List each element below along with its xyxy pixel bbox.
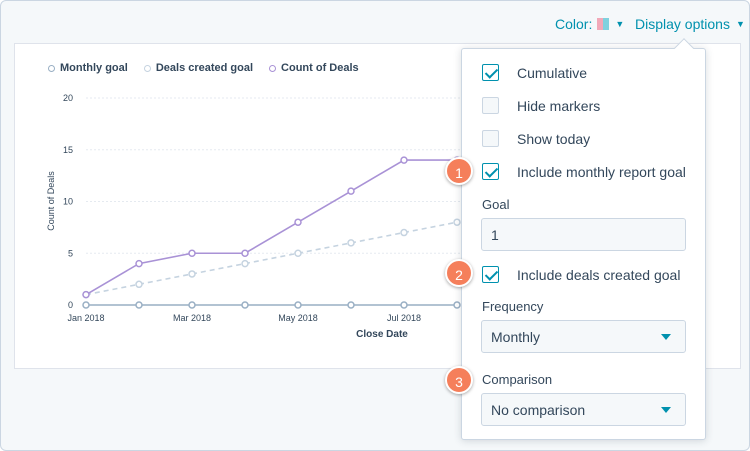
option-label: Show today: [517, 130, 591, 147]
legend-item-count-of-deals[interactable]: Count of Deals: [269, 62, 359, 74]
data-point: [241, 249, 249, 257]
option-cumulative[interactable]: Cumulative: [482, 64, 587, 81]
option-label: Include deals created goal: [517, 266, 681, 283]
data-point: [294, 249, 302, 257]
data-point: [241, 301, 249, 309]
caret-down-icon: [661, 407, 671, 413]
legend-item-monthly-goal[interactable]: Monthly goal: [48, 62, 128, 74]
frequency-select[interactable]: Monthly: [481, 320, 686, 353]
data-point: [188, 270, 196, 278]
callout-badge: 2: [445, 259, 473, 287]
comparison-value: No comparison: [491, 402, 586, 418]
data-point: [400, 228, 408, 237]
data-point: [241, 259, 249, 268]
data-point: [135, 280, 143, 289]
data-point: [453, 301, 461, 309]
series-line: [85, 159, 457, 296]
caret-down-icon: [661, 334, 671, 340]
checkbox-include-deals-goal[interactable]: [482, 266, 499, 283]
legend-label: Monthly goal: [60, 62, 128, 74]
option-include-deals-goal[interactable]: Include deals created goal: [482, 266, 680, 283]
option-hide-markers[interactable]: Hide markers: [482, 97, 600, 114]
y-tick-label: 0: [68, 300, 73, 310]
goal-label: Goal: [482, 197, 510, 212]
data-point: [347, 301, 355, 309]
goal-input[interactable]: 1: [481, 218, 686, 251]
data-point: [82, 290, 90, 299]
data-point: [188, 301, 196, 309]
color-swatch-icon: [597, 18, 610, 30]
legend-marker-icon: [143, 64, 151, 72]
legend-item-deals-created-goal[interactable]: Deals created goal: [143, 62, 254, 74]
option-show-today[interactable]: Show today: [482, 130, 590, 147]
chart-legend: Monthly goal Deals created goal Count of…: [48, 62, 359, 74]
checkbox-include-monthly-goal[interactable]: [482, 163, 499, 180]
checkbox-cumulative[interactable]: [482, 64, 499, 81]
y-tick-label: 20: [63, 93, 73, 103]
data-point: [135, 301, 143, 309]
comparison-label: Comparison: [482, 372, 553, 387]
data-point: [135, 259, 143, 268]
frequency-value: Monthly: [491, 329, 541, 345]
data-point: [294, 301, 302, 309]
checkbox-show-today[interactable]: [482, 130, 499, 147]
comparison-select[interactable]: No comparison: [481, 393, 686, 426]
option-include-monthly-goal[interactable]: Include monthly report goal: [482, 163, 686, 180]
x-tick-label: Jul 2018: [387, 313, 421, 323]
option-label: Cumulative: [517, 64, 588, 81]
data-point: [294, 218, 302, 226]
display-options-label: Display options: [635, 16, 730, 32]
checkbox-hide-markers[interactable]: [482, 97, 499, 114]
y-axis-title: Count of Deals: [46, 171, 56, 231]
callout-badge: 3: [445, 366, 473, 394]
callout-badge: 1: [445, 157, 473, 185]
frequency-label: Frequency: [482, 299, 544, 314]
x-tick-label: May 2018: [278, 313, 318, 323]
data-point: [453, 218, 461, 226]
data-point: [347, 239, 355, 247]
data-point: [400, 301, 408, 309]
color-dropdown[interactable]: Color: ▼: [555, 15, 624, 33]
x-axis-title: Close Date: [356, 329, 408, 340]
data-point: [347, 187, 355, 195]
display-options-dropdown[interactable]: Display options ▼: [635, 15, 745, 33]
report-toolbar: Color: ▼ Display options ▼: [1, 1, 749, 43]
option-label: Hide markers: [517, 97, 601, 114]
data-point: [188, 249, 196, 257]
y-tick-label: 10: [63, 197, 73, 207]
data-point: [82, 301, 90, 309]
chevron-down-icon: ▼: [735, 19, 745, 29]
data-point: [400, 156, 408, 164]
chevron-down-icon: ▼: [615, 19, 625, 29]
color-label: Color:: [555, 16, 593, 32]
legend-label: Count of Deals: [281, 62, 359, 74]
y-tick-label: 15: [63, 145, 73, 155]
legend-marker-icon: [48, 64, 55, 72]
series-line: [85, 221, 458, 296]
x-tick-label: Jan 2018: [67, 313, 104, 323]
legend-marker-icon: [269, 64, 277, 72]
y-tick-label: 5: [68, 248, 73, 258]
option-label: Include monthly report goal: [517, 163, 686, 180]
x-tick-label: Mar 2018: [173, 313, 211, 323]
legend-label: Deals created goal: [155, 62, 254, 74]
